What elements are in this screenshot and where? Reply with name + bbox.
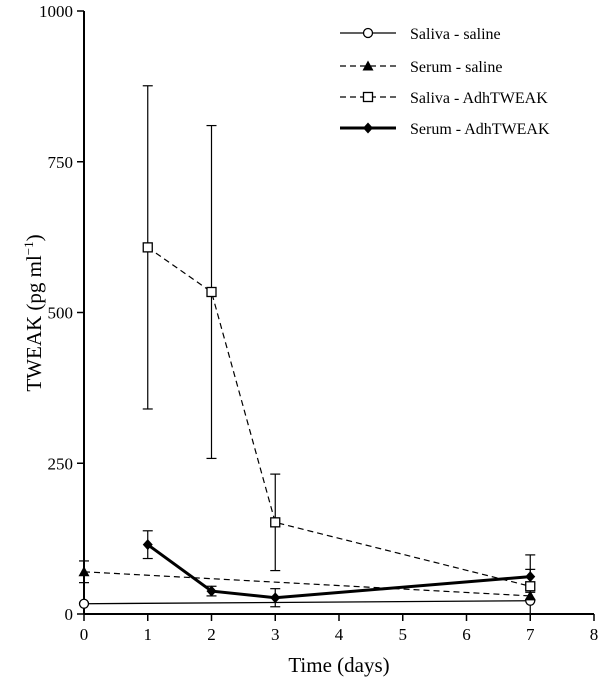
marker-serum-saline: [78, 566, 90, 577]
marker-serum-saline: [524, 590, 536, 601]
x-axis-title: Time (days): [288, 653, 389, 677]
marker-saliva-adhtweak: [142, 242, 153, 253]
x-tick-label: 4: [335, 625, 344, 644]
error-bars: [79, 85, 536, 614]
tick-labels: 0 1 2 3 4 5 6 7 8 0 250 500 750 1000: [39, 2, 598, 644]
y-axis-title: TWEAK (pg ml−1): [21, 234, 46, 391]
marker-serum-adhtweak: [525, 571, 536, 583]
series-line-serum-saline: [83, 571, 531, 597]
legend: Saliva - saline Serum - saline Saliva - …: [340, 26, 550, 138]
x-tick-label: 8: [590, 625, 599, 644]
y-tick-label: 750: [48, 153, 74, 172]
marker-serum-adhtweak: [142, 539, 153, 551]
y-tick-label: 0: [65, 605, 74, 624]
y-tick-label: 500: [48, 304, 74, 323]
x-tick-label: 3: [271, 625, 280, 644]
x-tick-label: 7: [526, 625, 535, 644]
legend-marker-serum-saline: [362, 60, 374, 71]
x-tick-label: 6: [462, 625, 471, 644]
series-lines: [83, 246, 531, 605]
legend-marker-saliva-saline: [362, 27, 374, 39]
y-axis-title-suffix: ): [22, 234, 46, 241]
marker-saliva-adhtweak: [206, 286, 217, 298]
x-tick-label: 5: [399, 625, 408, 644]
marker-saliva-adhtweak: [270, 517, 281, 528]
data-markers: [78, 242, 536, 609]
x-tick-label: 0: [80, 625, 89, 644]
legend-label-saliva-saline: Saliva - saline: [410, 26, 501, 43]
series-line-saliva-saline: [83, 600, 531, 605]
legend-marker-saliva-adhtweak: [362, 91, 374, 103]
marker-serum-adhtweak: [206, 585, 217, 597]
x-tick-label: 2: [207, 625, 216, 644]
marker-serum-adhtweak: [270, 592, 281, 604]
x-tick-label: 1: [144, 625, 153, 644]
series-line-saliva-adhtweak: [147, 246, 531, 587]
y-tick-label: 1000: [39, 2, 73, 21]
series-line-serum-adhtweak: [146, 543, 531, 600]
legend-label-serum-adhtweak: Serum - AdhTWEAK: [410, 121, 550, 138]
axes: [77, 10, 595, 621]
legend-label-serum-saline: Serum - saline: [410, 59, 502, 76]
legend-label-saliva-adhtweak: Saliva - AdhTWEAK: [410, 90, 548, 107]
legend-marker-serum-adhtweak: [363, 122, 373, 134]
y-tick-label: 250: [48, 454, 74, 473]
y-axis-title-exponent: −1: [21, 241, 36, 255]
marker-saliva-saline: [78, 598, 90, 609]
y-axis-title-main: TWEAK (pg ml: [22, 255, 46, 392]
marker-saliva-adhtweak: [525, 581, 536, 592]
